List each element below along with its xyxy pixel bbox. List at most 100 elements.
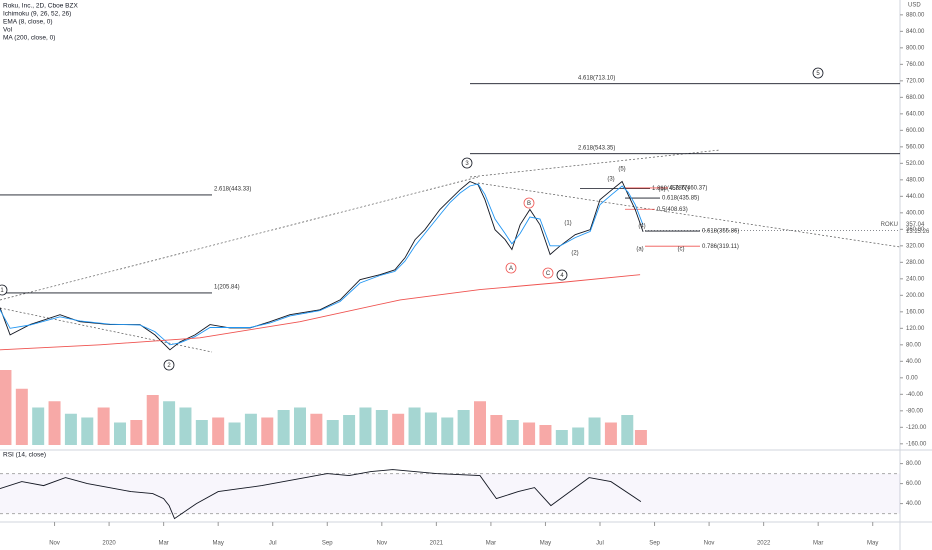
corrective-label: A — [509, 266, 513, 272]
y-tick-label: -160.00 — [906, 441, 927, 447]
y-tick-label: -40.00 — [906, 392, 924, 398]
rsi-band-fill — [0, 473, 900, 514]
volume-bar — [474, 401, 486, 445]
volume-bar — [130, 420, 143, 445]
chart-title: Roku, Inc., 2D, Cboe BZX — [3, 3, 78, 10]
indicator-label: MA (200, close, 0) — [3, 35, 55, 42]
y-tick-label: 760.00 — [906, 62, 925, 68]
volume-bar — [48, 401, 61, 445]
countdown-label: 13:25:26 — [906, 229, 930, 235]
y-tick-label: 800.00 — [906, 45, 925, 51]
fib-label: 0.618(435.85) — [662, 196, 699, 202]
volume-bar — [392, 413, 405, 445]
x-tick-label: Nov — [49, 541, 60, 547]
fib-label: 0.786(460.37) — [670, 186, 707, 192]
volume-bar — [375, 410, 388, 445]
y-tick-label: 600.00 — [906, 128, 925, 134]
sub-wave-label: (c) — [678, 247, 685, 253]
volume-bar — [15, 388, 28, 445]
y-tick-label: 880.00 — [906, 12, 925, 18]
last-price-label: 357.04 — [906, 222, 925, 228]
sub-wave-label: (2) — [571, 251, 578, 257]
x-tick-label: Nov — [376, 541, 387, 547]
y-tick-label: 240.00 — [906, 276, 925, 282]
volume-bar — [261, 417, 274, 445]
volume-bar — [64, 413, 77, 445]
sub-wave-label: (5) — [618, 167, 625, 173]
fib-label: 1.618(458.77) — [652, 186, 689, 192]
volume-bar — [490, 415, 503, 445]
wave-circle — [556, 269, 568, 281]
x-tick-label: 2021 — [430, 541, 444, 547]
series-line — [0, 183, 644, 346]
fib-label: 2.618(443.33) — [214, 187, 251, 193]
y-tick-label: 320.00 — [906, 243, 925, 249]
y-tick-label: 640.00 — [906, 111, 925, 117]
volume-bar — [343, 415, 356, 445]
y-tick-label: 520.00 — [906, 161, 925, 167]
series-line — [0, 274, 641, 351]
y-tick-label: 680.00 — [906, 95, 925, 101]
y-tick-label: 160.00 — [906, 309, 925, 315]
volume-bar — [277, 410, 290, 445]
sub-wave-label: (a) — [636, 247, 643, 253]
y-tick-label: 480.00 — [906, 177, 925, 183]
volume-bar — [195, 420, 208, 445]
symbol-label: ROKU — [881, 222, 898, 228]
wave-label: 2 — [167, 363, 171, 369]
volume-bar — [212, 417, 225, 445]
volume-bar — [441, 417, 454, 445]
volume-bar — [179, 407, 192, 445]
y-tick-label: 400.00 — [906, 210, 925, 216]
x-tick-label: May — [867, 541, 878, 547]
y-tick-label: 200.00 — [906, 293, 925, 299]
x-tick-label: Mar — [158, 541, 168, 547]
trendline — [469, 149, 721, 178]
y-tick-label: 280.00 — [906, 260, 925, 266]
fib-label: 0.618(355.86) — [702, 229, 739, 235]
volume-bar — [604, 422, 617, 445]
volume-bar — [506, 420, 519, 445]
volume-bar — [146, 395, 159, 445]
volume-bar — [228, 422, 241, 445]
series-line — [0, 469, 642, 520]
rsi-tick-label: 80.00 — [906, 461, 922, 467]
volume-bar — [424, 412, 437, 445]
y-tick-label: 440.00 — [906, 194, 925, 200]
wave-label: 5 — [816, 71, 820, 77]
x-tick-label: Jul — [596, 541, 604, 547]
sub-wave-label: (3) — [607, 177, 614, 183]
volume-bar — [163, 401, 176, 445]
y-tick-label: 720.00 — [906, 78, 925, 84]
trendline — [477, 182, 901, 248]
corrective-label: C — [546, 271, 551, 277]
y-tick-label: 120.00 — [906, 326, 925, 332]
indicator-label: Ichimoku (9, 26, 52, 26) — [3, 11, 71, 18]
volume-bar — [457, 410, 470, 445]
x-tick-label: Mar — [813, 541, 823, 547]
volume-bar — [97, 407, 110, 445]
corrective-label: B — [527, 201, 531, 207]
y-tick-label: 80.00 — [906, 342, 922, 348]
wave-circle — [0, 284, 8, 296]
wave-label: 4 — [560, 273, 564, 279]
volume-bar — [114, 422, 126, 445]
y-tick-label: 360.00 — [906, 227, 925, 233]
x-tick-label: Jul — [269, 541, 277, 547]
rsi-tick-label: 40.00 — [906, 501, 922, 507]
wave-label: 3 — [465, 161, 469, 167]
corrective-circle — [542, 267, 554, 279]
volume-bar — [621, 415, 634, 445]
wave-circle — [163, 359, 175, 371]
y-tick-label: 40.00 — [906, 359, 922, 365]
indicator-label: RSI (14, close) — [3, 452, 46, 459]
x-tick-label: Sep — [322, 541, 333, 547]
volume-bar — [326, 420, 339, 445]
rsi-tick-label: 60.00 — [906, 481, 922, 487]
wave-circle — [461, 157, 473, 169]
volume-bar — [359, 407, 372, 445]
volume-bar — [294, 407, 306, 445]
sub-wave-label: (4) — [638, 224, 645, 230]
fib-label: 0.5(408.63) — [657, 207, 688, 213]
